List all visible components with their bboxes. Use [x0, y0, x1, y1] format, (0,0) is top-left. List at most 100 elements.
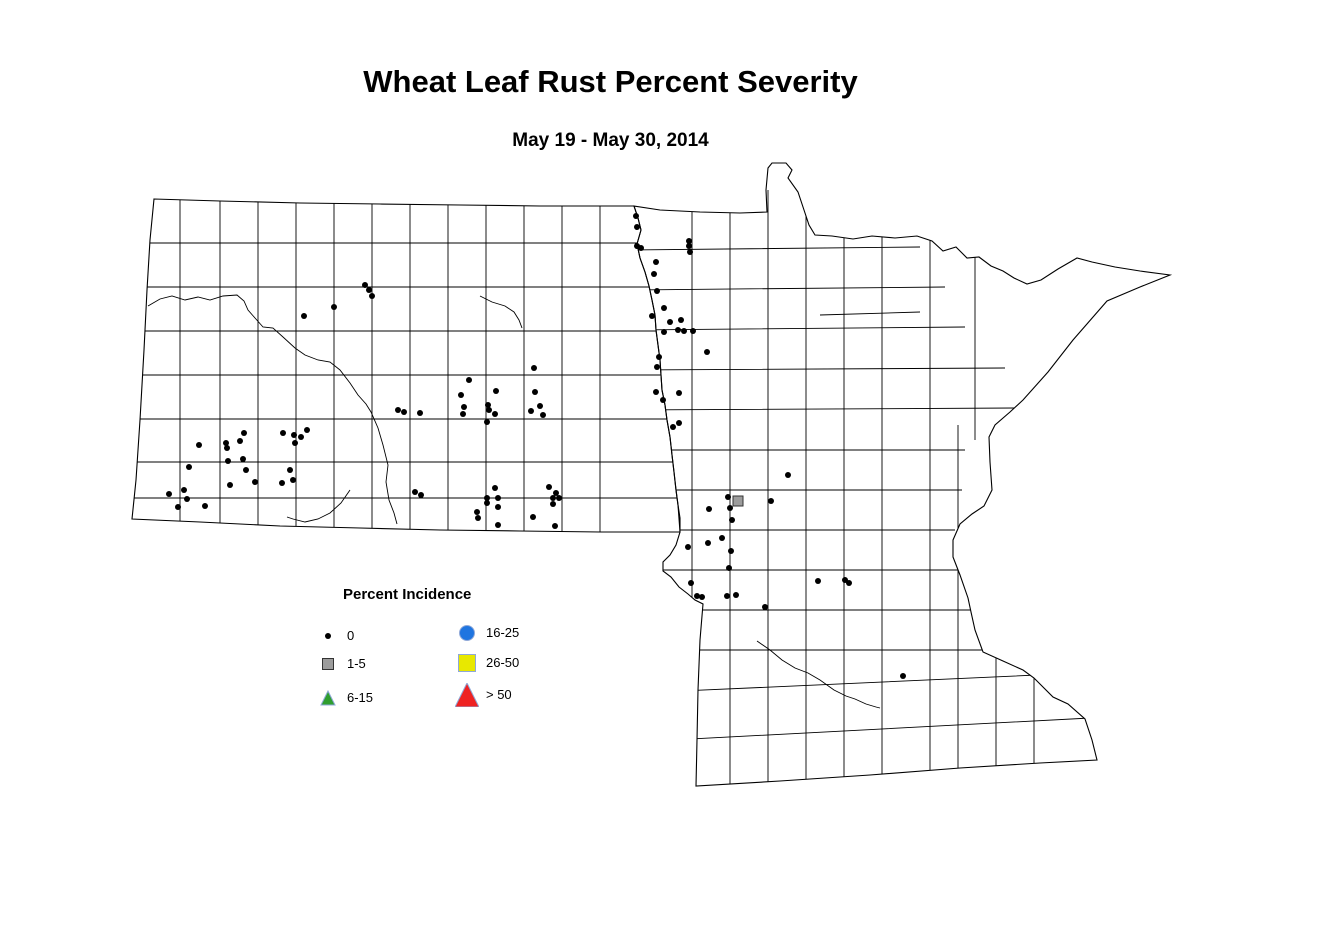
map-marker-0	[528, 408, 534, 414]
map-marker-0	[688, 580, 694, 586]
map-marker-0	[654, 364, 660, 370]
map-marker-0	[252, 479, 258, 485]
legend-item-label: 6-15	[347, 690, 374, 705]
map-marker-0	[304, 427, 310, 433]
map-marker-0	[725, 494, 731, 500]
map-marker-0	[846, 580, 852, 586]
map-marker-0	[653, 389, 659, 395]
map-marker-0	[175, 504, 181, 510]
legend-item-gt-50: > 50	[454, 681, 512, 708]
map-marker-0	[287, 467, 293, 473]
map-marker-0	[461, 404, 467, 410]
map-marker-0	[412, 489, 418, 495]
map-marker-0	[653, 259, 659, 265]
map-marker-0	[785, 472, 791, 478]
map-marker-0	[279, 480, 285, 486]
map-marker-0	[815, 578, 821, 584]
map-marker-0	[417, 410, 423, 416]
incidence-gt-50-triangle-icon	[454, 681, 480, 708]
legend-item-0: 0	[316, 624, 354, 648]
map-marker-0	[678, 317, 684, 323]
map-marker-0	[694, 593, 700, 599]
map-marker-0	[633, 213, 639, 219]
map-marker-0	[546, 484, 552, 490]
map-marker-0	[475, 515, 481, 521]
map-marker-0	[301, 313, 307, 319]
map-marker-0	[634, 224, 640, 230]
incidence-0-dot-icon	[316, 624, 340, 648]
map-marker-0	[552, 523, 558, 529]
legend-item-label: 16-25	[486, 625, 520, 640]
map-marker-0	[224, 445, 230, 451]
map-marker-0	[495, 495, 501, 501]
map-marker-0	[762, 604, 768, 610]
map-marker-0	[492, 411, 498, 417]
map-marker-0	[550, 501, 556, 507]
legend-item-label: 1-5	[347, 656, 366, 671]
map-marker-0	[290, 477, 296, 483]
map-marker-0	[493, 388, 499, 394]
map-marker-0	[531, 365, 537, 371]
map-marker-0	[484, 500, 490, 506]
map-marker-0	[484, 419, 490, 425]
map-marker-0	[495, 522, 501, 528]
legend-title: Percent Incidence	[343, 586, 472, 603]
map-marker-0	[654, 288, 660, 294]
map-marker-0	[676, 390, 682, 396]
map-marker-0	[530, 514, 536, 520]
map-marker-0	[474, 509, 480, 515]
legend-item-6-15: 6-15	[316, 686, 373, 710]
map-marker-0	[362, 282, 368, 288]
map-marker-0	[719, 535, 725, 541]
map-marker-0	[686, 238, 692, 244]
map-marker-0	[670, 424, 676, 430]
map-marker-0	[223, 440, 229, 446]
map-marker-0	[292, 440, 298, 446]
map-marker-0	[196, 442, 202, 448]
map-marker-0	[369, 293, 375, 299]
nd-county-lines	[132, 199, 680, 532]
map-marker-0	[704, 349, 710, 355]
map-marker-0	[395, 407, 401, 413]
map-marker-0	[227, 482, 233, 488]
map-marker-0	[486, 407, 492, 413]
map-marker-0	[495, 504, 501, 510]
date-range-subtitle: May 19 - May 30, 2014	[512, 130, 709, 151]
map-marker-0	[540, 412, 546, 418]
map-marker-0	[727, 505, 733, 511]
map-marker-0	[225, 458, 231, 464]
map-marker-0	[651, 271, 657, 277]
map-marker-0	[685, 544, 691, 550]
map-marker-0	[202, 503, 208, 509]
legend-item-label: > 50	[486, 687, 512, 702]
legend-item-16-25: 16-25	[455, 621, 519, 645]
map-marker-0	[656, 354, 662, 360]
map-marker-0	[492, 485, 498, 491]
map-markers	[166, 213, 906, 679]
map-marker-0	[900, 673, 906, 679]
incidence-16-25-circle-icon	[455, 621, 479, 645]
map-marker-0	[556, 495, 562, 501]
map-marker-0	[537, 403, 543, 409]
map-marker-0	[186, 464, 192, 470]
map-marker-0	[699, 594, 705, 600]
map-marker-0	[675, 327, 681, 333]
map-marker-0	[291, 432, 297, 438]
map-marker-0	[649, 313, 655, 319]
map-marker-0	[705, 540, 711, 546]
map-marker-0	[681, 328, 687, 334]
minnesota-outline	[633, 162, 1173, 787]
legend-item-label: 26-50	[486, 655, 520, 670]
map-marker-0	[726, 565, 732, 571]
legend-item-1-5: 1-5	[316, 652, 366, 676]
map-marker-0	[458, 392, 464, 398]
incidence-26-50-square-icon	[455, 651, 479, 675]
map-marker-0	[184, 496, 190, 502]
map-marker-0	[331, 304, 337, 310]
map-marker-0	[661, 329, 667, 335]
map-marker-0	[550, 495, 556, 501]
map-marker-1-5	[732, 495, 744, 507]
map-marker-0	[724, 593, 730, 599]
